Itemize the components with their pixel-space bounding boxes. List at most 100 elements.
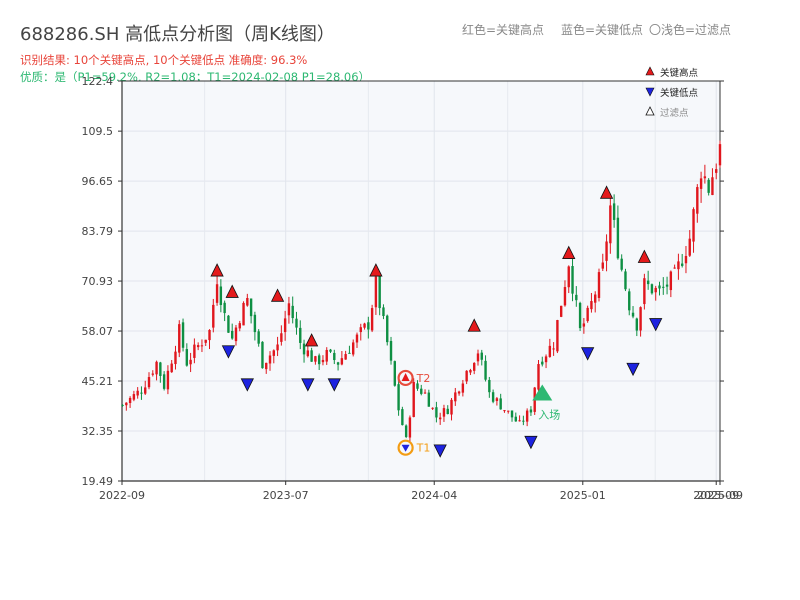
candle-body: [386, 315, 389, 343]
candle-body: [170, 363, 173, 373]
candle-body: [268, 355, 272, 364]
candle-body: [280, 333, 283, 342]
candle-body: [329, 349, 332, 352]
candle-body: [181, 322, 185, 348]
y-tick-label: 109.5: [82, 125, 114, 138]
candle-body: [325, 349, 328, 362]
candle-body: [488, 379, 491, 393]
candle-body: [348, 352, 351, 354]
x-tick-label: 2025-01: [560, 489, 606, 502]
candle-body: [450, 399, 453, 415]
candle-body: [416, 383, 419, 389]
candle-body: [631, 312, 635, 317]
candle-body: [605, 241, 608, 261]
candle-body: [185, 349, 189, 366]
candle-body: [514, 416, 518, 422]
t2-label: T2: [416, 372, 431, 385]
candle-body: [238, 323, 241, 329]
candle-body: [159, 362, 162, 376]
candle-body: [465, 370, 468, 382]
candle-body: [518, 420, 521, 422]
candle-body: [314, 356, 317, 362]
candle-body: [389, 340, 393, 361]
candle-body: [246, 297, 249, 306]
candle-body: [359, 327, 362, 333]
key-low-marker: [327, 378, 341, 392]
candle-body: [333, 352, 336, 361]
candle-body: [189, 359, 192, 365]
candle-body: [680, 263, 684, 266]
candle-body: [125, 402, 128, 406]
candle-body: [257, 331, 260, 344]
candle-body: [650, 284, 654, 294]
x-tick-label: 2025-09: [693, 489, 739, 502]
key-high-marker: [467, 318, 481, 332]
candle-body: [193, 344, 196, 358]
candle-body: [586, 307, 589, 322]
candle-body: [435, 407, 438, 418]
candle-body: [673, 267, 676, 269]
candle-body: [196, 345, 200, 348]
candle-body: [556, 320, 559, 352]
candle-body: [692, 209, 695, 242]
candle-body: [677, 261, 680, 270]
key-high-marker: [637, 249, 652, 263]
candle-body: [499, 398, 502, 410]
candle-body: [242, 302, 245, 326]
candle-body: [382, 307, 385, 317]
candle-body: [136, 390, 139, 396]
candle-body: [174, 351, 177, 365]
candle-body: [559, 305, 563, 317]
candle-body: [412, 381, 415, 417]
candle-body: [223, 302, 226, 314]
candle-body: [662, 286, 665, 288]
candle-body: [291, 305, 294, 319]
candle-body: [684, 255, 688, 264]
x-tick-label: 2025-09: [697, 489, 743, 502]
candle-body: [612, 203, 616, 220]
candle-body: [276, 344, 279, 351]
t2-circle: [397, 369, 414, 387]
candle-body: [620, 258, 623, 270]
y-tick-label: 45.21: [82, 375, 114, 388]
candle-body: [699, 178, 703, 189]
candle-body: [616, 217, 620, 259]
candle-body: [208, 329, 211, 341]
candle-body: [609, 205, 612, 244]
candle-body: [484, 360, 487, 380]
entry-marker: [532, 384, 553, 401]
candle-body: [404, 425, 408, 437]
candle-body: [552, 348, 555, 350]
candle-body: [212, 304, 215, 328]
key-high-marker: [270, 288, 285, 302]
key-low-marker: [524, 435, 538, 450]
candle-body: [401, 409, 404, 426]
candle-body: [601, 262, 604, 269]
candle-body: [688, 238, 691, 256]
candle-body: [544, 356, 548, 363]
y-tick-label: 19.49: [82, 475, 114, 488]
candle-body: [582, 323, 586, 327]
candle-body: [283, 318, 287, 333]
candle-body: [503, 410, 506, 412]
candle-body: [707, 179, 710, 193]
y-tick-label: 70.93: [82, 275, 114, 288]
candle-body: [461, 383, 465, 393]
key-low-marker: [221, 345, 236, 359]
candle-body: [397, 384, 400, 411]
candle-body: [578, 302, 582, 329]
chart-title: 688286.SH 高低点分析图（周K线图）: [20, 24, 335, 45]
y-tick-label: 83.79: [82, 225, 114, 238]
t2-high-marker: [401, 372, 410, 381]
candle-body: [374, 276, 378, 308]
key-low-marker: [433, 444, 447, 458]
candle-body: [253, 314, 257, 333]
candle-body: [249, 298, 253, 317]
key-low-marker: [649, 318, 663, 332]
candle-body: [643, 278, 646, 305]
candle-body: [635, 318, 639, 331]
candle-body: [147, 377, 151, 388]
key-low-marker: [301, 378, 315, 392]
candle-body: [703, 176, 707, 179]
candle-body: [423, 392, 427, 394]
